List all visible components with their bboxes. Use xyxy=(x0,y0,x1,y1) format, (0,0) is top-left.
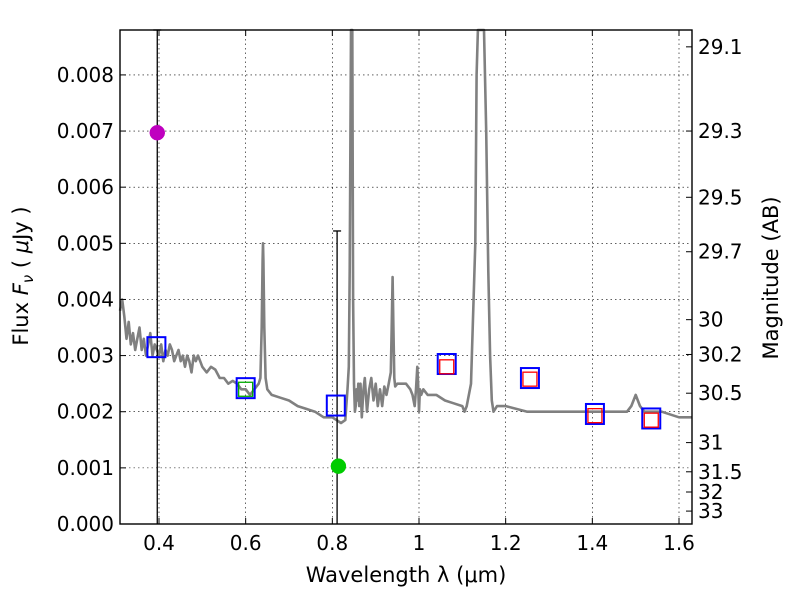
plot-frame xyxy=(119,29,693,525)
x-tick-label: 0.8 xyxy=(316,531,348,555)
y-axis-label-unit: Jy ) xyxy=(9,206,33,242)
upper-limit-marker xyxy=(330,458,347,474)
y-axis-label-mu: μ xyxy=(9,240,33,254)
y2-tick-label: 30.5 xyxy=(698,381,743,405)
y-axis-label-open: ( xyxy=(9,253,33,275)
y-tick-label: 0.003 xyxy=(57,344,114,368)
observed-photometry-marker xyxy=(519,367,540,390)
y2-tick-label: 30.2 xyxy=(698,342,743,366)
x-tick-label: 1.2 xyxy=(490,531,522,555)
observed-photometry-marker xyxy=(641,407,662,430)
y2-axis-label: Magnitude (AB) xyxy=(759,196,783,359)
y-axis-label-f: F xyxy=(9,282,33,295)
y2-tick-label: 31.5 xyxy=(698,460,743,484)
y-tick-label: 0.008 xyxy=(57,63,114,87)
observed-photometry-marker xyxy=(325,394,346,417)
y2-tick-label: 31 xyxy=(698,431,723,455)
upper-limit-marker xyxy=(149,124,166,141)
spectrum-layer xyxy=(118,28,692,425)
observed-photometry-marker xyxy=(146,336,167,359)
marker-layer xyxy=(146,124,662,474)
y-tick-label: 0.004 xyxy=(57,287,114,311)
y2-tick-label: 29.5 xyxy=(698,185,743,209)
y-axis-label: Flux Fν ( μJy ) xyxy=(9,206,37,345)
y2-tick-label: 29.3 xyxy=(698,119,743,143)
model-photometry-marker xyxy=(238,381,254,397)
y-axis-label-flux: Flux xyxy=(9,295,33,345)
y2-tick-label: 32 xyxy=(698,480,723,504)
y-axis-label-nu: ν xyxy=(19,275,37,283)
x-ticks: 0.4 0.6 0.8 1 1.2 1.4 1.6 xyxy=(143,30,695,555)
y-tick-label: 0.002 xyxy=(57,400,114,424)
y2-tick-label: 30 xyxy=(698,308,723,332)
x-tick-label: 1.6 xyxy=(663,531,695,555)
model-photometry-marker xyxy=(439,359,455,375)
y2-tick-label: 29.1 xyxy=(698,35,743,59)
y2-tick-label: 33 xyxy=(698,499,723,523)
x-tick-label: 1 xyxy=(413,531,426,555)
y-tick-label: 0.005 xyxy=(57,231,114,255)
x-tick-label: 1.4 xyxy=(576,531,608,555)
grid xyxy=(120,30,692,524)
x-tick-label: 0.6 xyxy=(230,531,262,555)
observed-photometry-marker xyxy=(584,402,605,425)
spectrum-line xyxy=(118,28,692,425)
model-photometry-marker xyxy=(643,412,659,428)
y-ticks: 0.000 0.001 0.002 0.003 0.004 0.005 0.006 0.007… xyxy=(57,63,126,536)
y-tick-label: 0.001 xyxy=(57,456,114,480)
observed-photometry-marker xyxy=(235,377,256,400)
y-tick-label: 0.007 xyxy=(57,119,114,143)
y-tick-label: 0.000 xyxy=(57,512,114,536)
y-tick-label: 0.006 xyxy=(57,175,114,199)
model-photometry-marker xyxy=(522,371,538,387)
y2-tick-label: 29.7 xyxy=(698,240,743,264)
x-axis-label: Wavelength λ (μm) xyxy=(306,563,507,587)
model-photometry-marker xyxy=(587,408,603,424)
x-tick-label: 0.4 xyxy=(143,531,175,555)
